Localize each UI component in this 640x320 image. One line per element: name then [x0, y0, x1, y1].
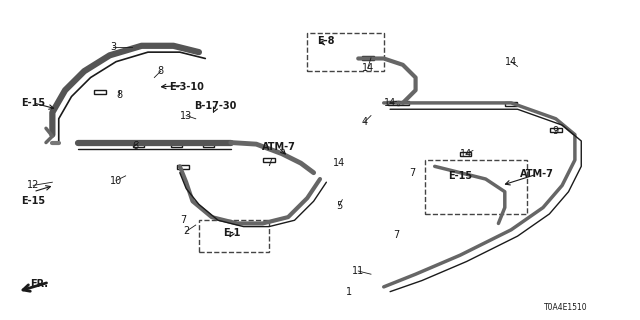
- Text: 14: 14: [333, 158, 345, 168]
- Bar: [307, 33, 384, 71]
- Text: 5: 5: [336, 201, 342, 211]
- Bar: [132, 143, 144, 147]
- Text: FR.: FR.: [31, 279, 49, 289]
- Text: T0A4E1510: T0A4E1510: [543, 303, 587, 312]
- Text: B-17-30: B-17-30: [194, 101, 236, 111]
- Bar: [506, 102, 517, 106]
- Text: ATM-7: ATM-7: [520, 169, 554, 179]
- Bar: [199, 220, 269, 252]
- Text: 7: 7: [394, 229, 399, 240]
- Bar: [171, 143, 182, 147]
- Text: E-8: E-8: [317, 36, 335, 46]
- Bar: [550, 128, 561, 132]
- Bar: [362, 56, 374, 60]
- Bar: [425, 160, 527, 214]
- Bar: [460, 152, 471, 156]
- Bar: [388, 101, 399, 105]
- Text: 14: 14: [362, 63, 374, 73]
- Text: E-15: E-15: [21, 98, 45, 108]
- Text: 7: 7: [409, 168, 415, 178]
- Text: 1: 1: [346, 287, 352, 297]
- Text: 9: 9: [553, 126, 559, 136]
- Text: 4: 4: [362, 117, 367, 127]
- Text: 7: 7: [266, 158, 272, 168]
- Text: ATM-7: ATM-7: [262, 142, 296, 152]
- Text: E-15: E-15: [21, 196, 45, 206]
- Text: 6: 6: [132, 141, 138, 151]
- Text: 11: 11: [352, 266, 364, 276]
- Text: 2: 2: [183, 226, 189, 236]
- Bar: [203, 143, 214, 147]
- Text: 7: 7: [180, 215, 186, 225]
- Text: E-3-10: E-3-10: [169, 82, 204, 92]
- Bar: [95, 90, 106, 94]
- Text: 8: 8: [116, 90, 122, 100]
- Bar: [177, 165, 189, 169]
- Text: 13: 13: [180, 111, 192, 121]
- Text: 8: 8: [157, 66, 164, 76]
- Text: 14: 14: [384, 98, 396, 108]
- Bar: [263, 158, 275, 162]
- Text: 10: 10: [110, 176, 122, 186]
- Bar: [397, 101, 408, 105]
- Text: 12: 12: [27, 180, 40, 190]
- Text: 14: 14: [505, 57, 517, 67]
- Text: E-1: E-1: [223, 228, 241, 238]
- Text: E-15: E-15: [448, 171, 472, 181]
- Text: 3: 3: [110, 42, 116, 52]
- Text: 14: 14: [460, 149, 473, 159]
